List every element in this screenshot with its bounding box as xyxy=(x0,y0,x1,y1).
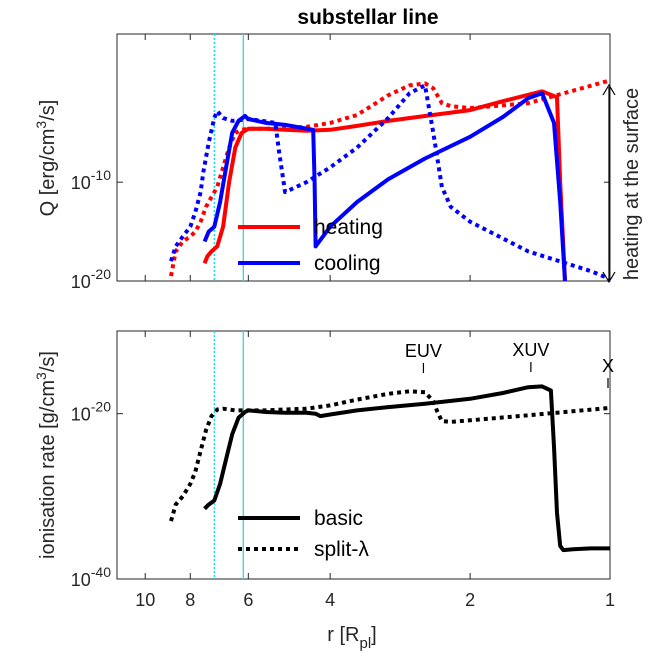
legend-basic-label: basic xyxy=(314,507,363,530)
legend-split-label: split-λ xyxy=(314,538,369,561)
top-legend: heating cooling xyxy=(238,216,383,275)
x-tick-label: 6 xyxy=(243,590,253,610)
legend-cooling-label: cooling xyxy=(314,252,381,275)
x-tick-label: 10 xyxy=(135,590,155,610)
bottom-ylabel: ionisation rate [g/cm3/s] xyxy=(33,351,59,559)
y-tick-label: 10-40 xyxy=(71,564,111,590)
y-tick-label: 10-20 xyxy=(71,399,111,425)
surface-heating-label: heating at the surface xyxy=(621,88,643,280)
bottom-axes-box xyxy=(116,330,611,580)
band-marker-euv: EUV xyxy=(405,341,442,361)
top-ylabel: Q [erg/cm3/s] xyxy=(33,100,59,217)
series-split-dotted-line xyxy=(169,389,610,522)
series-heating-dotted-line xyxy=(169,78,610,277)
series-basic-solid-line xyxy=(203,384,610,553)
x-tick-label: 1 xyxy=(605,590,615,610)
series-heating-solid-line xyxy=(202,89,567,281)
bottom-legend: basic split-λ xyxy=(238,507,369,561)
heating-cooling-panel: 10-20 10-10 Q [erg/cm3/s] heating at the … xyxy=(33,33,643,292)
x-tick-label: 2 xyxy=(465,590,475,610)
series-cooling-solid-line xyxy=(202,91,567,281)
y-tick-label: 10-10 xyxy=(71,167,111,193)
ionisation-panel: 10-40 10-20 10 8 6 4 2 1 EUV XUV X ionisation ra… xyxy=(33,330,615,652)
chart-title: substellar line xyxy=(297,6,438,29)
band-marker-x: X xyxy=(602,356,614,376)
top-axes-box xyxy=(116,33,611,282)
series-cooling-dotted-line xyxy=(169,83,610,281)
x-tick-label: 8 xyxy=(185,590,195,610)
band-marker-xuv: XUV xyxy=(512,340,549,360)
xlabel: r [Rpl] xyxy=(327,624,376,652)
surface-heating-arrow xyxy=(602,83,616,284)
legend-heating-label: heating xyxy=(314,216,383,239)
x-tick-label: 4 xyxy=(325,590,335,610)
y-tick-label: 10-20 xyxy=(71,266,111,292)
